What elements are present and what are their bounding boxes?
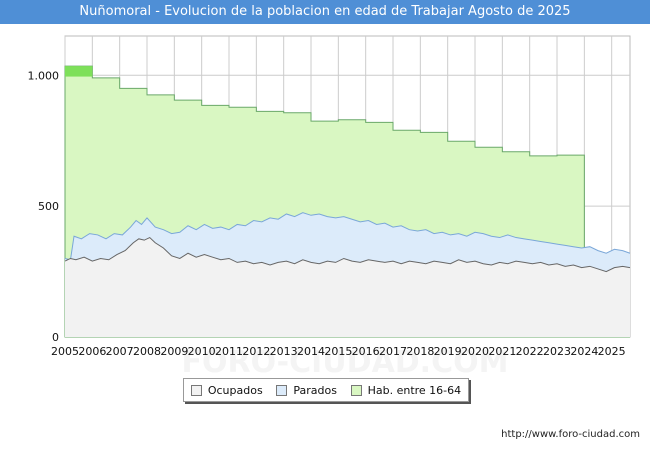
y-tick-labels: 0 500 1.000 <box>28 69 60 344</box>
legend-swatch-parados <box>276 384 288 396</box>
x-tick-label: 2017 <box>379 345 407 358</box>
legend-item-hab: Hab. entre 16-64 <box>350 383 462 397</box>
watermark: FORO-CIUDAD.COM <box>182 345 509 380</box>
x-tick-label: 2011 <box>215 345 243 358</box>
x-tick-label: 2016 <box>352 345 380 358</box>
x-tick-label: 2010 <box>188 345 216 358</box>
legend-label-parados: Parados <box>293 383 337 397</box>
legend-label-hab: Hab. entre 16-64 <box>367 383 462 397</box>
legend: Ocupados Parados Hab. entre 16-64 <box>183 378 469 402</box>
x-tick-label: 2012 <box>242 345 270 358</box>
legend-item-parados: Parados <box>276 384 337 397</box>
x-tick-label: 2009 <box>160 345 188 358</box>
y-tick-label: 500 <box>38 200 59 213</box>
ocupados-area <box>65 237 630 337</box>
x-tick-label: 2021 <box>488 345 516 358</box>
series-areas <box>64 65 631 338</box>
x-tick-label: 2019 <box>434 345 462 358</box>
x-tick-label: 2005 <box>51 345 79 358</box>
parados-line <box>64 212 631 261</box>
credit-url: http://www.foro-ciudad.com <box>501 429 640 440</box>
x-tick-label: 2015 <box>324 345 352 358</box>
x-tick-label: 2007 <box>106 345 134 358</box>
legend-swatch-ocupados <box>190 384 202 396</box>
legend-swatch-hab <box>350 384 362 396</box>
x-tick-label: 2013 <box>270 345 298 358</box>
x-tick-label: 2020 <box>461 345 489 358</box>
x-tick-label: 2023 <box>543 345 571 358</box>
x-tick-label: 2014 <box>297 345 325 358</box>
hab-highlight-band <box>65 66 93 77</box>
x-tick-label: 2024 <box>570 345 598 358</box>
chart-title: Nuñomoral - Evolucion de la poblacion en… <box>0 0 650 24</box>
y-tick-label: 1.000 <box>28 69 60 82</box>
x-tick-label: 2018 <box>406 345 434 358</box>
x-tick-label: 2006 <box>78 345 106 358</box>
x-tick-label: 2025 <box>598 345 626 358</box>
x-tick-labels: 2005 2006 2007 2008 2009 2010 2011 2012 2013 2014… <box>51 345 626 358</box>
ocupados-line <box>64 236 631 273</box>
x-tick-label: 2008 <box>133 345 161 358</box>
legend-item-ocupados: Ocupados <box>190 383 263 397</box>
x-tick-label: 2022 <box>516 345 544 358</box>
legend-label-ocupados: Ocupados <box>207 383 263 397</box>
y-tick-label: 0 <box>52 331 59 344</box>
